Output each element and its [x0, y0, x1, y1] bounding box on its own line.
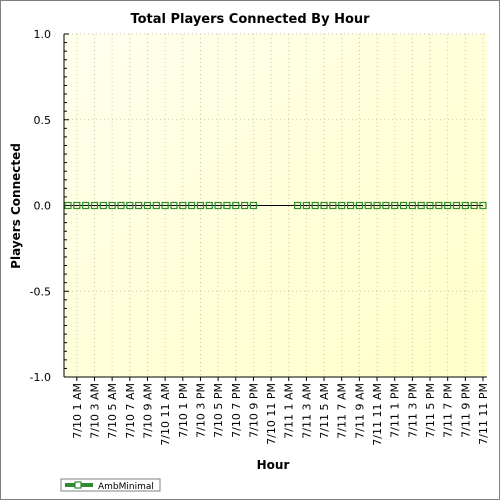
data-point	[99, 201, 107, 210]
data-point	[82, 201, 90, 210]
x-tick-label: 7/11 1 AM	[283, 383, 296, 439]
x-tick-label: 7/10 7 AM	[124, 383, 137, 439]
data-point	[408, 201, 416, 210]
data-point	[329, 201, 337, 210]
x-tick-label: 7/11 1 PM	[389, 383, 402, 438]
x-tick-label: 7/11 3 PM	[406, 383, 419, 438]
y-axis: 1.0 0.5 0.0 -0.5 -1.0	[30, 28, 69, 384]
legend-swatch-marker	[74, 481, 82, 489]
x-tick-label: 7/11 9 AM	[353, 383, 366, 439]
y-tick-label: 0.5	[34, 114, 52, 127]
x-tick-label: 7/10 3 PM	[194, 383, 207, 438]
x-tick-label: 7/10 7 PM	[230, 383, 243, 438]
legend-box	[60, 478, 161, 492]
data-point	[126, 201, 134, 210]
data-point	[188, 201, 196, 210]
data-point	[240, 201, 249, 210]
data-point	[364, 201, 372, 210]
x-tick-label: 7/11 5 PM	[424, 383, 437, 438]
data-point	[302, 201, 311, 210]
data-point	[108, 201, 116, 210]
data-point	[355, 201, 363, 210]
data-point	[135, 201, 143, 210]
data-point	[293, 201, 302, 210]
data-point	[320, 201, 328, 210]
data-point	[444, 201, 452, 210]
x-tick-label: 7/11 7 PM	[442, 383, 455, 438]
data-point	[232, 201, 240, 210]
data-point	[382, 201, 390, 210]
data-point	[311, 201, 319, 210]
x-tick-label: 7/11 3 AM	[300, 383, 313, 439]
x-tick-label: 7/10 5 PM	[212, 383, 225, 438]
legend-label: AmbMinimal	[98, 482, 154, 492]
y-tick-label: -0.5	[30, 285, 51, 298]
data-point	[338, 201, 346, 210]
x-tick-label: 7/10 1 AM	[71, 383, 84, 439]
data-point	[399, 201, 408, 210]
data-point	[417, 201, 425, 210]
data-point	[461, 201, 469, 210]
x-tick-label: 7/11 5 AM	[318, 383, 331, 439]
x-tick-label: 7/10 9 PM	[247, 383, 260, 438]
data-point	[426, 201, 434, 210]
data-point	[205, 201, 213, 210]
data-point	[73, 201, 81, 210]
data-point	[479, 201, 487, 210]
data-point	[90, 201, 99, 210]
data-point	[179, 201, 187, 210]
data-point	[196, 201, 205, 210]
data-point	[470, 201, 478, 210]
data-point	[223, 201, 231, 210]
data-point	[143, 201, 152, 210]
data-point	[249, 201, 258, 210]
chart-title: Total Players Connected By Hour	[130, 12, 370, 27]
data-point	[152, 201, 160, 210]
x-tick-label: 7/11 11 PM	[477, 383, 490, 445]
x-axis: 7/10 1 AM 7/10 3 AM 7/10 5 AM 7/10 7 AM 7/10…	[64, 376, 490, 446]
data-point	[117, 201, 125, 210]
x-tick-label: 7/10 11 AM	[159, 383, 172, 446]
x-tick-label: 7/10 1 PM	[177, 383, 190, 438]
legend: AmbMinimal	[60, 478, 161, 492]
data-point	[452, 201, 461, 210]
x-tick-label: 7/11 11 AM	[371, 383, 384, 446]
x-tick-label: 7/11 9 PM	[459, 383, 472, 438]
y-tick-label: 0.0	[34, 200, 52, 213]
y-axis-title: Players Connected	[9, 143, 23, 269]
data-point	[346, 201, 355, 210]
data-point	[435, 201, 443, 210]
x-tick-label: 7/10 3 AM	[88, 383, 101, 439]
data-point	[391, 201, 399, 210]
x-axis-title: Hour	[257, 458, 290, 472]
x-tick-label: 7/11 7 AM	[336, 383, 349, 439]
x-tick-label: 7/10 11 PM	[265, 383, 278, 445]
y-tick-label: -1.0	[30, 371, 51, 384]
data-point	[64, 201, 72, 210]
data-point	[161, 201, 169, 210]
series-group	[64, 201, 487, 210]
x-tick-label: 7/10 9 AM	[141, 383, 154, 439]
data-point	[170, 201, 178, 210]
data-point	[373, 201, 381, 210]
y-tick-label: 1.0	[34, 28, 52, 41]
x-tick-label: 7/10 5 AM	[106, 383, 119, 439]
data-point	[214, 201, 222, 210]
